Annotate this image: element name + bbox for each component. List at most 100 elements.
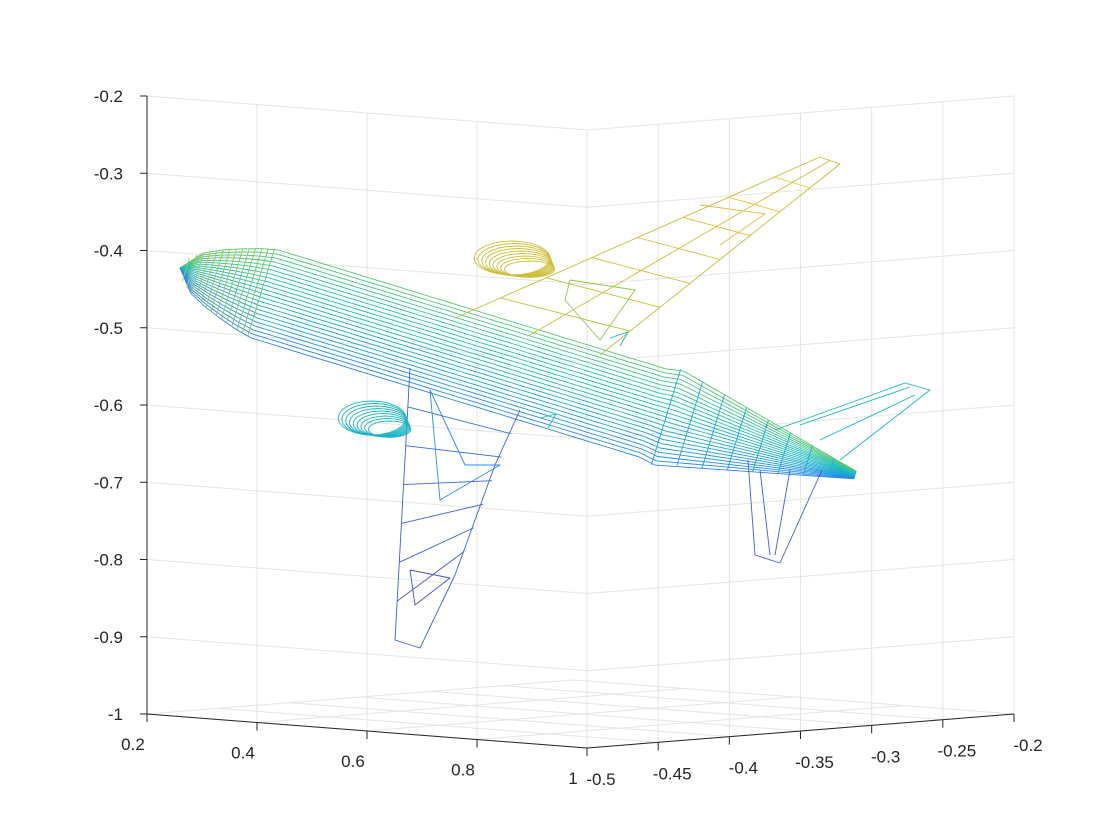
fuselage-line (179, 263, 856, 474)
h-stab-rib (819, 394, 916, 441)
grid (146, 95, 1015, 749)
fuselage-ring (226, 248, 250, 324)
far-engine (492, 253, 554, 277)
fuselage-line (179, 267, 856, 476)
far-wing-spar (527, 160, 831, 337)
fuselage-line (179, 267, 855, 478)
fuselage-ring (828, 458, 835, 478)
z-tick-label: -0.3 (94, 164, 123, 183)
x-tick-label: 0.2 (121, 735, 145, 754)
fuselage-ring (190, 252, 205, 294)
y-tick-label: -0.3 (871, 747, 900, 766)
fuselage-line (179, 251, 857, 472)
fuselage-line (179, 267, 855, 479)
fuselage-ring (752, 420, 769, 472)
fuselage-line (179, 257, 857, 473)
fuselage-ring (205, 249, 224, 308)
near-engine (364, 418, 411, 438)
grid-line-y (502, 685, 943, 721)
near-wing-rib (401, 503, 484, 524)
far-wing-panel (564, 279, 636, 341)
far-wing-panel (699, 204, 766, 246)
z-tick-label: -1 (108, 705, 123, 724)
far-gear (609, 331, 629, 347)
near-engine (337, 400, 407, 436)
z-tick-label: -0.6 (94, 396, 123, 415)
near-wing-rib (399, 527, 474, 563)
h-stab-rib (799, 386, 911, 426)
grid-line-y (573, 679, 1015, 715)
near-engine (345, 405, 408, 437)
fuselage-ring (210, 249, 231, 312)
fuselage-line (179, 267, 856, 476)
y-tick-label: -0.45 (653, 764, 692, 783)
far-engine (496, 255, 555, 278)
y-tick-label: -0.35 (795, 753, 834, 772)
far-engine (477, 243, 552, 276)
x-tick-label: 0.8 (451, 761, 475, 780)
x-tick-label: 1 (568, 769, 577, 788)
z-tick-label: -0.8 (94, 551, 123, 570)
near-engine (367, 420, 412, 438)
fuselage-line (179, 267, 855, 478)
fuselage-ring (802, 445, 813, 476)
fuselage-ring (195, 251, 211, 299)
grid-line-y (289, 702, 730, 738)
z-tick-label: -0.9 (94, 628, 123, 647)
far-engine (503, 260, 556, 278)
grid-line-y (218, 707, 659, 743)
fuselage-ring (181, 257, 190, 282)
fuselage-line (179, 265, 856, 475)
near-wing-rib (396, 551, 465, 602)
fuselage-ring (726, 407, 747, 471)
near-engine (341, 403, 408, 436)
near-engine (356, 413, 410, 437)
fuselage-line (179, 267, 854, 480)
x-tick-label: 0.4 (231, 744, 255, 763)
near-gear (539, 413, 557, 429)
axes (140, 95, 1015, 756)
lower-fin (747, 459, 823, 564)
near-wing-panel (409, 569, 451, 606)
fuselage-line (179, 267, 855, 477)
fuselage-line (179, 267, 856, 475)
near-engine (352, 410, 409, 437)
near-wing-rib (405, 445, 502, 458)
fuselage-ring (701, 394, 725, 469)
airplane-wireframe (179, 156, 931, 649)
fuselage-ring (853, 471, 857, 479)
h-stab-upper (774, 382, 931, 461)
fuselage-ring (200, 250, 218, 304)
grid-line-y (431, 690, 872, 726)
y-tick-label: -0.25 (937, 742, 976, 761)
fuselage-ring (236, 248, 263, 331)
fuselage-line (179, 267, 855, 479)
fuselage-ring (650, 369, 682, 465)
fuselage-ring (215, 248, 237, 316)
far-wing-outline (454, 156, 841, 356)
far-engine (484, 248, 553, 277)
fuselage-line (179, 267, 855, 477)
fuselage-ring (676, 381, 704, 467)
near-wing-rib (403, 480, 493, 486)
z-tick-label: -0.4 (94, 242, 123, 261)
near-wing-outline (394, 367, 521, 649)
lower-fin-rib (774, 469, 791, 556)
y-tick-label: -0.5 (586, 770, 615, 789)
y-tick-label: -0.2 (1013, 736, 1042, 755)
lower-fin-rib (759, 469, 771, 556)
fuselage-ring (247, 248, 275, 337)
fuselage-ring (777, 432, 791, 474)
fuselage-ring (220, 248, 244, 320)
fuselage-ring (186, 254, 198, 289)
y-tick-label: -0.4 (729, 759, 758, 778)
far-engine (500, 258, 555, 278)
grid-line-y (360, 696, 801, 732)
fuselage-line (179, 267, 856, 476)
fuselage-ring (241, 248, 269, 334)
fuselage-line (179, 261, 856, 474)
near-wing-panel (429, 389, 501, 501)
z-tick-label: -0.2 (94, 87, 123, 106)
near-wing-rib (407, 406, 511, 435)
near-engine (348, 408, 409, 437)
